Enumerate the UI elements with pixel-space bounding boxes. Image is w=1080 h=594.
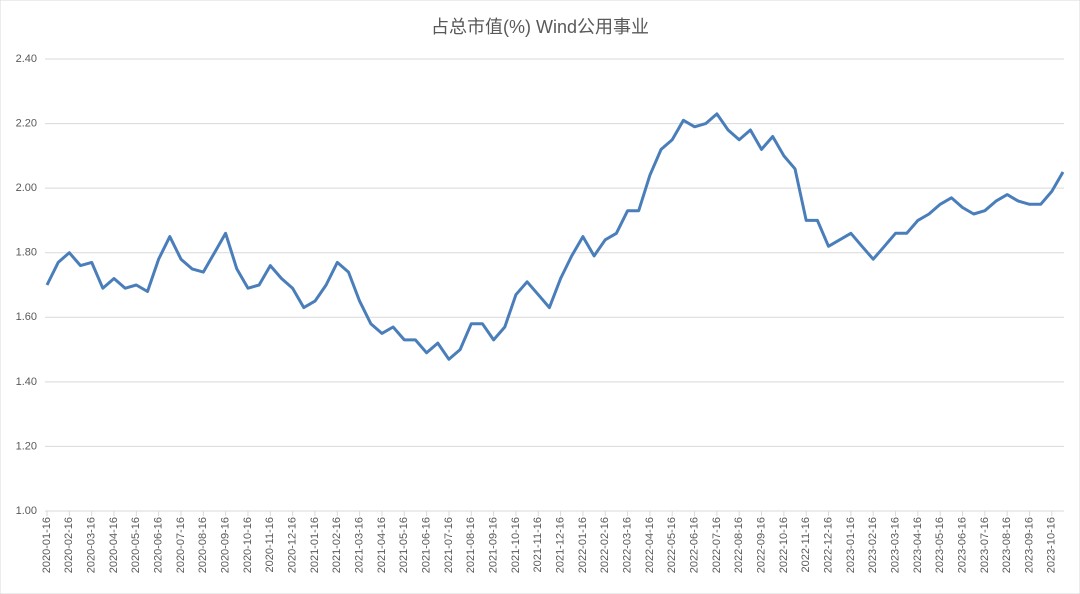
x-tick-label: 2021-07-16: [443, 517, 455, 573]
x-tick-label: 2023-10-16: [1046, 517, 1058, 573]
x-tick-label: 2021-08-16: [465, 517, 477, 573]
x-tick-label: 2020-09-16: [220, 517, 232, 573]
x-tick-label: 2022-11-16: [800, 517, 812, 572]
x-tick-label: 2021-11-16: [532, 517, 544, 572]
y-tick-label: 2.20: [16, 117, 37, 129]
x-tick-label: 2022-06-16: [688, 517, 700, 573]
x-tick-label: 2021-02-16: [331, 517, 343, 573]
x-tick-label: 2020-12-16: [287, 517, 299, 573]
y-tick-label: 1.80: [16, 247, 37, 259]
line: [45, 112, 1065, 361]
x-tick-label: 2022-04-16: [644, 517, 656, 573]
x-tick-label: 2023-01-16: [845, 517, 857, 573]
x-tick-label: 2023-03-16: [889, 517, 901, 573]
x-tick-label: 2022-02-16: [599, 517, 611, 573]
y-tick-label: 2.40: [16, 53, 37, 65]
x-tick-label: 2021-01-16: [309, 517, 321, 573]
y-tick-label: 1.60: [16, 311, 37, 323]
x-tick-label: 2020-11-16: [264, 517, 276, 572]
x-tick-label: 2021-10-16: [510, 517, 522, 573]
x-tick-label: 2022-10-16: [778, 517, 790, 573]
x-tick-label: 2021-06-16: [421, 517, 433, 573]
x-tick-label: 2020-04-16: [108, 517, 120, 573]
y-tick-label: 1.20: [16, 440, 37, 452]
x-tick-label: 2021-04-16: [376, 517, 388, 573]
x-tick-label: 2023-08-16: [1001, 517, 1013, 573]
x-tick-label: 2020-07-16: [175, 517, 187, 573]
x-tick-label: 2023-06-16: [956, 517, 968, 573]
x-tick-label: 2022-07-16: [711, 517, 723, 573]
x-tick-label: 2020-06-16: [153, 517, 165, 573]
x-tick-label: 2020-08-16: [197, 517, 209, 573]
x-tick-label: 2023-09-16: [1023, 517, 1035, 573]
x-tick-label: 2021-09-16: [487, 517, 499, 573]
x-tick-label: 2021-03-16: [354, 517, 366, 573]
y-tick-label: 2.00: [16, 182, 37, 194]
x-tick-label: 2021-12-16: [554, 517, 566, 573]
x-tick-label: 2020-05-16: [130, 517, 142, 573]
x-tick-label: 2022-05-16: [666, 517, 678, 573]
x-tick-label: 2022-09-16: [755, 517, 767, 573]
y-tick-label: 1.00: [16, 505, 37, 517]
x-tick-label: 2023-07-16: [979, 517, 991, 573]
y-tick-label: 1.40: [16, 376, 37, 388]
x-tick-label: 2023-02-16: [867, 517, 879, 573]
x-tick-label: 2020-01-16: [41, 517, 53, 573]
x-tick-label: 2022-12-16: [822, 517, 834, 573]
x-tick-label: 2023-04-16: [912, 517, 924, 573]
x-tick-label: 2020-02-16: [63, 517, 75, 573]
chart-title: 占总市值(%) Wind公用事业: [431, 17, 649, 37]
x-tick-label: 2022-03-16: [621, 517, 633, 573]
x-tick-label: 2022-08-16: [733, 517, 745, 573]
x-tick-label: 2023-05-16: [934, 517, 946, 573]
x-tick-label: 2020-03-16: [86, 517, 98, 573]
x-tick-label: 2020-10-16: [242, 517, 254, 573]
x-tick-label: 2022-01-16: [577, 517, 589, 573]
x-tick-label: 2021-05-16: [398, 517, 410, 573]
